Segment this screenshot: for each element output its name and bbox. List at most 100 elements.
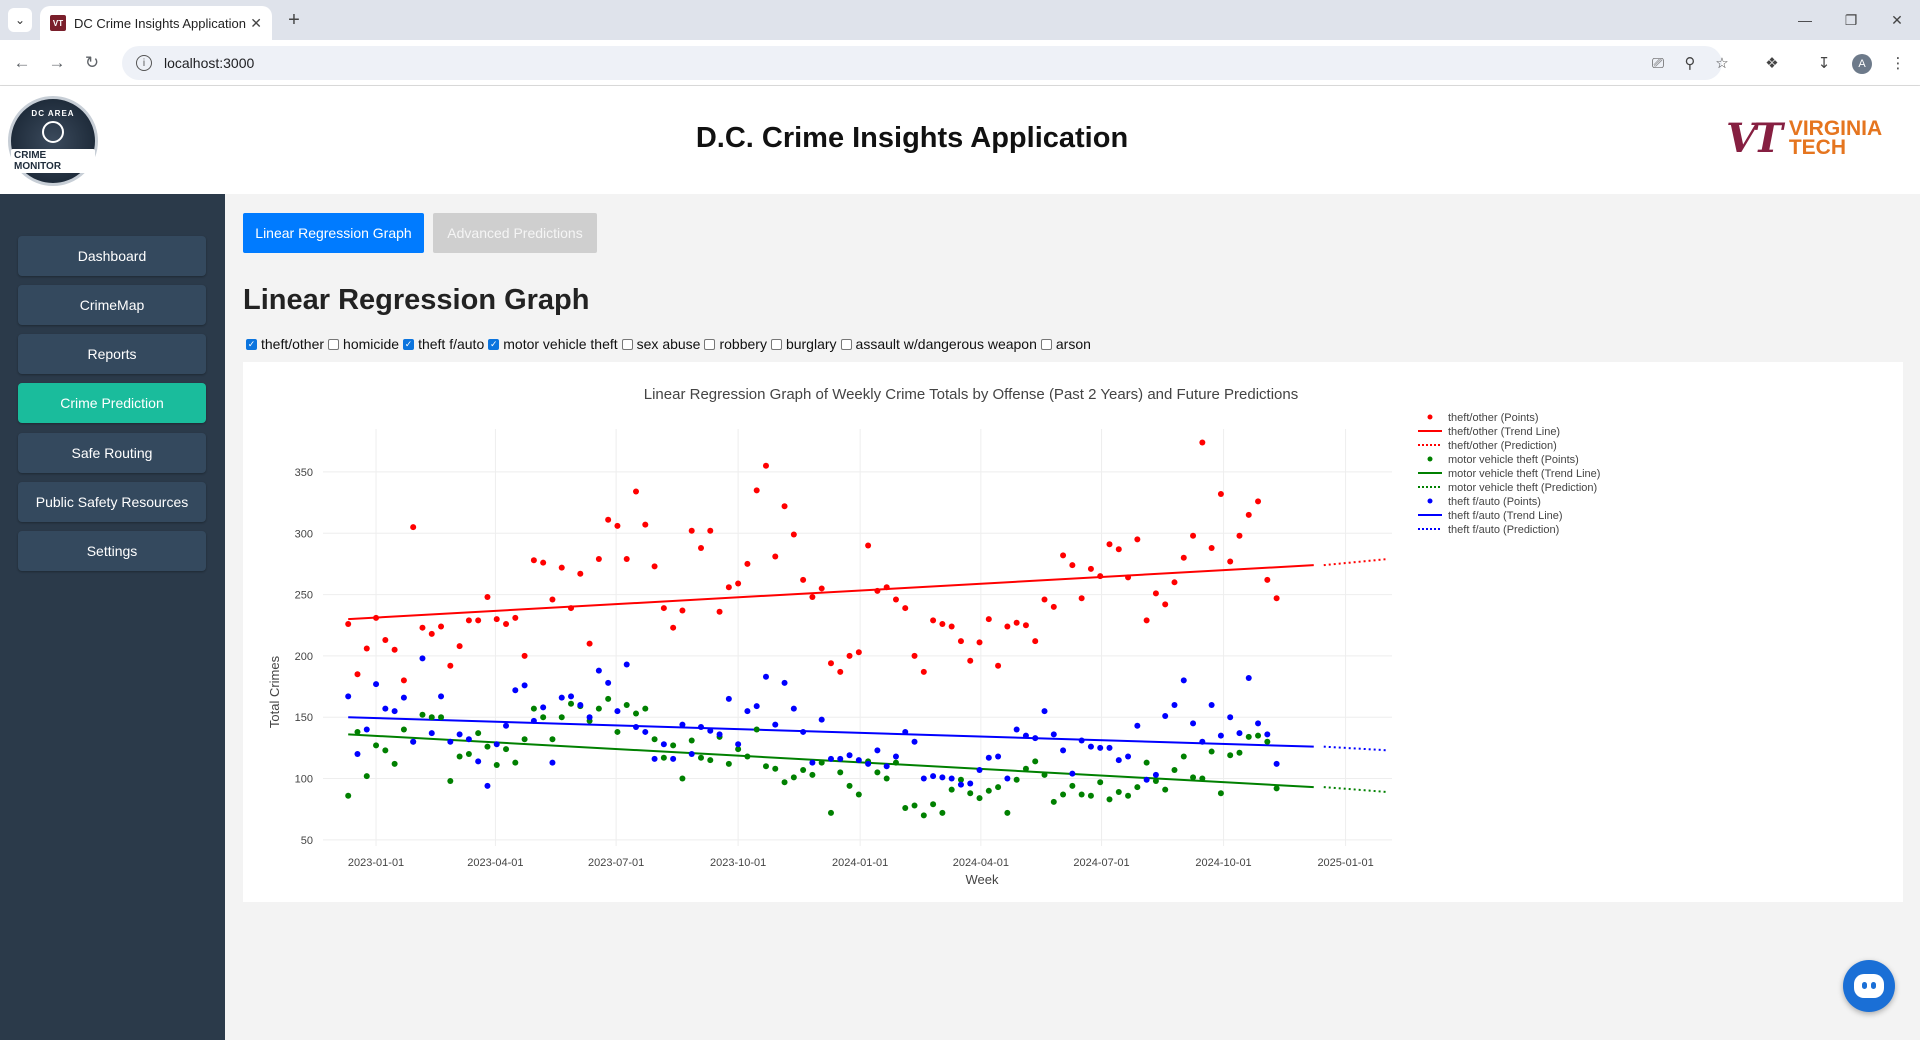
legend-label: theft/other (Points) [1448, 412, 1539, 424]
filter-robbery[interactable]: robbery [704, 336, 767, 352]
sidebar-item-reports[interactable]: Reports [18, 334, 206, 374]
site-info-icon[interactable]: i [136, 55, 152, 71]
checkbox-checked-icon[interactable]: ✓ [403, 338, 415, 350]
theft-f-auto-point [1264, 731, 1271, 738]
theft-f-auto-point [707, 727, 714, 734]
zoom-icon[interactable]: ⚲ [1684, 55, 1696, 72]
chatbot-button[interactable] [1843, 960, 1895, 1012]
browser-menu-icon[interactable]: ⋮ [1890, 55, 1906, 72]
tab-linear-regression-graph[interactable]: Linear Regression Graph [243, 213, 424, 253]
checkbox-icon[interactable] [840, 338, 852, 350]
motor-vehicle-theft-point [1078, 791, 1085, 798]
motor-vehicle-theft-point [447, 777, 454, 784]
theft-other-point [976, 639, 983, 646]
tab-title: DC Crime Insights Application [74, 15, 246, 31]
restore-icon[interactable]: ❐ [1844, 11, 1858, 28]
checkbox-icon[interactable] [328, 338, 340, 350]
motor-vehicle-theft-point [670, 742, 677, 749]
install-app-icon[interactable]: ⎚ [1651, 54, 1664, 72]
forward-arrow-icon[interactable]: → [48, 53, 66, 72]
app-title: D.C. Crime Insights Application [695, 122, 1129, 154]
sidebar-item-safe-routing[interactable]: Safe Routing [18, 433, 206, 473]
filter-burglary[interactable]: burglary [770, 336, 837, 352]
filter-arson[interactable]: arson [1040, 336, 1091, 352]
theft-f-auto-point [549, 759, 556, 766]
filter-assault-dangerous-weapon[interactable]: assault w/dangerous weapon [840, 336, 1037, 352]
x-tick-label: 2024-10-01 [1195, 857, 1251, 869]
theft-other-point [586, 640, 593, 647]
filter-theft-f-auto[interactable]: ✓ theft f/auto [403, 336, 484, 352]
checkbox-checked-icon[interactable]: ✓ [488, 338, 500, 350]
theft-other-point [1273, 595, 1280, 602]
motor-vehicle-theft-point [605, 695, 612, 702]
filter-theft-other[interactable]: ✓ theft/other [246, 336, 324, 352]
sidebar-item-settings[interactable]: Settings [18, 531, 206, 571]
filter-motor-vehicle-theft[interactable]: ✓ motor vehicle theft [488, 336, 618, 352]
tab-close-icon[interactable]: ✕ [250, 14, 262, 31]
motor-vehicle-theft-point [1004, 809, 1011, 816]
checkbox-checked-icon[interactable]: ✓ [246, 338, 257, 350]
checkbox-icon[interactable] [1040, 338, 1052, 350]
theft-f-auto-point [1273, 760, 1280, 767]
sidebar-item-public-safety-resources[interactable]: Public Safety Resources [18, 482, 206, 522]
sidebar-item-dashboard[interactable]: Dashboard [18, 236, 206, 276]
motor-vehicle-theft-point [1199, 775, 1206, 782]
theft-f-auto-point [475, 758, 482, 765]
vt-monogram-icon: VT [1726, 114, 1783, 162]
tab-advanced-predictions[interactable]: Advanced Predictions [433, 213, 597, 253]
motor-vehicle-theft-point [818, 759, 825, 766]
filter-homicide[interactable]: homicide [328, 336, 399, 352]
checkbox-icon[interactable] [704, 338, 716, 350]
new-tab-plus-icon[interactable]: + [288, 8, 300, 31]
motor-vehicle-theft-point [1143, 759, 1150, 766]
tab-list-chevron-icon[interactable]: ⌄ [8, 8, 32, 32]
theft-other-point [1078, 595, 1085, 602]
theft-f-auto-point [1050, 731, 1057, 738]
theft-other-point [614, 522, 621, 529]
filter-sex-abuse[interactable]: sex abuse [621, 336, 700, 352]
theft-f-auto-point [1180, 677, 1187, 684]
theft-f-auto-point [967, 780, 974, 787]
motor-vehicle-theft-point [1255, 732, 1262, 739]
browser-tab[interactable]: VT DC Crime Insights Application ✕ [40, 6, 272, 40]
theft-f-auto-point [1199, 738, 1206, 745]
motor-vehicle-theft-point [883, 775, 890, 782]
x-axis-label: Week [966, 872, 999, 887]
theft-other-point [967, 657, 974, 664]
motor-vehicle-theft-point [809, 771, 816, 778]
minimize-icon[interactable]: — [1798, 12, 1812, 28]
checkbox-icon[interactable] [770, 338, 782, 350]
download-icon[interactable]: ↧ [1817, 55, 1831, 72]
checkbox-icon[interactable] [621, 338, 633, 350]
x-tick-label: 2025-01-01 [1317, 857, 1373, 869]
motor-vehicle-theft-point [725, 760, 732, 767]
motor-vehicle-theft-point [930, 801, 937, 808]
theft-other-point [827, 660, 834, 667]
sidebar-item-crimemap[interactable]: CrimeMap [18, 285, 206, 325]
theft-f-auto-point [1060, 747, 1067, 754]
motor-vehicle-theft-point [1134, 784, 1141, 791]
theft-other-point [725, 584, 732, 591]
motor-vehicle-theft-point [1097, 779, 1104, 786]
back-arrow-icon[interactable]: ← [13, 53, 31, 72]
bookmark-star-icon[interactable]: ☆ [1715, 55, 1729, 72]
regression-chart[interactable]: Linear Regression Graph of Weekly Crime … [243, 362, 1903, 902]
theft-f-auto-point [558, 694, 565, 701]
filter-label: arson [1055, 336, 1091, 352]
theft-other-point [697, 544, 704, 551]
favicon-icon: VT [50, 15, 66, 31]
sidebar-item-crime-prediction[interactable]: Crime Prediction [18, 383, 206, 423]
filter-label: assault w/dangerous weapon [855, 336, 1037, 352]
theft-f-auto-point [1152, 771, 1159, 778]
theft-other-point [753, 487, 760, 494]
theft-other-point [1180, 554, 1187, 561]
extensions-puzzle-icon[interactable]: ❖ [1765, 55, 1779, 72]
profile-avatar[interactable]: A [1852, 54, 1872, 74]
motor-vehicle-theft-point [438, 714, 445, 721]
close-window-icon[interactable]: ✕ [1891, 11, 1903, 28]
motor-vehicle-theft-point [651, 736, 658, 743]
address-bar[interactable]: i localhost:3000 [122, 46, 1722, 80]
legend-label: theft f/auto (Prediction) [1448, 524, 1559, 536]
motor-vehicle-theft-point [1208, 748, 1215, 755]
reload-icon[interactable]: ↻ [84, 53, 100, 72]
